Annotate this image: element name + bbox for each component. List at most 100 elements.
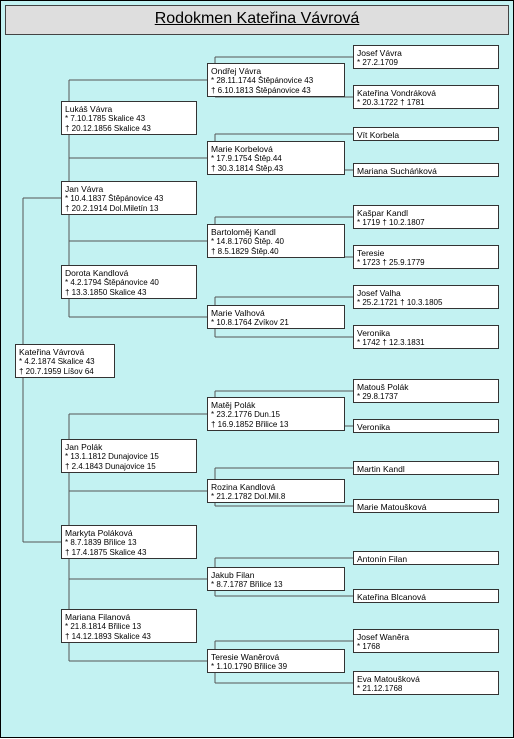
person-name: Dorota Kandlová [65,268,193,278]
person-box-g2d: Mariana Filanová* 21.8.1814 Břilice 13† … [61,609,197,643]
person-detail: † 17.4.1875 Skalice 43 [65,548,193,558]
person-name: Kašpar Kandl [357,208,495,218]
person-detail: * 4.2.1794 Štěpánovice 40 [65,278,193,288]
person-detail: † 2.4.1843 Dunajovice 15 [65,462,193,472]
person-name: Kateřina Blcanová [357,592,495,602]
person-detail: † 6.10.1813 Štěpánovice 43 [211,86,341,96]
person-detail: † 30.3.1814 Štěp.43 [211,164,341,174]
person-detail: * 23.2.1776 Dun.15 [211,410,341,420]
person-detail: * 1719 † 10.2.1807 [357,218,495,228]
person-box-g3c: Bartoloměj Kandl* 14.8.1760 Štěp. 40† 8.… [207,224,345,258]
person-name: Teresie [357,248,495,258]
person-detail: * 21.2.1782 Dol.Mil.8 [211,492,341,502]
person-name: Marie Korbelová [211,144,341,154]
family-tree-page: Rodokmen Kateřina Vávrová Kateřina Vávro… [0,0,514,738]
person-detail: † 14.12.1893 Skalice 43 [65,632,193,642]
person-box-g4f: Teresie* 1723 † 25.9.1779 [353,245,499,269]
person-name: Lukáš Vávra [65,104,193,114]
person-name: Matouš Polák [357,382,495,392]
person-detail: * 17.9.1754 Štěp.44 [211,154,341,164]
person-box-g4k: Martin Kandl [353,461,499,475]
person-detail: * 28.11.1744 Štěpánovice 43 [211,76,341,86]
person-name: Josef Valha [357,288,495,298]
person-box-g2a: Lukáš Vávra* 7.10.1785 Skalice 43† 20.12… [61,101,197,135]
person-name: Kateřina Vávrová [19,347,111,357]
person-detail: * 1723 † 25.9.1779 [357,258,495,268]
person-detail: * 8.7.1787 Břilice 13 [211,580,341,590]
person-name: Veronika [357,328,495,338]
person-box-g4i: Matouš Polák* 29.8.1737 [353,379,499,403]
person-name: Martin Kandl [357,464,495,474]
person-name: Rozina Kandlová [211,482,341,492]
person-box-g3b: Marie Korbelová* 17.9.1754 Štěp.44† 30.3… [207,141,345,175]
person-name: Markyta Poláková [65,528,193,538]
person-box-g4o: Josef Waněra* 1768 [353,629,499,653]
person-detail: * 21.12.1768 [357,684,495,694]
person-box-g3d: Marie Valhová* 10.8.1764 Zvíkov 21 [207,305,345,329]
person-box-p1b: Markyta Poláková* 8.7.1839 Břilice 13† 1… [61,525,197,559]
person-box-g4m: Antonín Filan [353,551,499,565]
person-detail: * 14.8.1760 Štěp. 40 [211,237,341,247]
person-name: Jan Polák [65,442,193,452]
person-box-g4e: Kašpar Kandl* 1719 † 10.2.1807 [353,205,499,229]
person-detail: † 8.5.1829 Štěp.40 [211,247,341,257]
person-name: Josef Waněra [357,632,495,642]
person-name: Vít Korbela [357,130,495,140]
person-name: Veronika [357,422,495,432]
person-box-g4p: Eva Matoušková* 21.12.1768 [353,671,499,695]
person-detail: † 20.2.1914 Dol.Miletín 13 [65,204,193,214]
person-detail: * 20.3.1722 † 1781 [357,98,495,108]
person-box-g4j: Veronika [353,419,499,433]
person-box-g4d: Mariana Sucháńková [353,163,499,177]
person-box-g4h: Veronika* 1742 † 12.3.1831 [353,325,499,349]
person-detail: * 13.1.1812 Dunajovice 15 [65,452,193,462]
person-detail: † 13.3.1850 Skalice 43 [65,288,193,298]
person-name: Bartoloměj Kandl [211,227,341,237]
person-box-g4g: Josef Valha* 25.2.1721 † 10.3.1805 [353,285,499,309]
person-box-g4n: Kateřina Blcanová [353,589,499,603]
person-box-c0: Kateřina Vávrová* 4.2.1874 Skalice 43† 2… [15,344,115,378]
page-title: Rodokmen Kateřina Vávrová [5,5,509,35]
person-detail: * 1768 [357,642,495,652]
person-box-p1a: Jan Vávra* 10.4.1837 Štěpánovice 43† 20.… [61,181,197,215]
person-detail: * 10.4.1837 Štěpánovice 43 [65,194,193,204]
person-name: Antonín Filan [357,554,495,564]
person-detail: * 10.8.1764 Zvíkov 21 [211,318,341,328]
person-name: Josef Vávra [357,48,495,58]
person-box-g3f: Rozina Kandlová* 21.2.1782 Dol.Mil.8 [207,479,345,503]
person-box-g4a: Josef Vávra* 27.2.1709 [353,45,499,69]
person-name: Ondřej Vávra [211,66,341,76]
person-box-g4b: Kateřina Vondráková* 20.3.1722 † 1781 [353,85,499,109]
person-detail: † 20.7.1959 Líšov 64 [19,367,111,377]
person-name: Marie Valhová [211,308,341,318]
person-name: Matěj Polák [211,400,341,410]
person-name: Jakub Filan [211,570,341,580]
person-name: Kateřina Vondráková [357,88,495,98]
person-box-g2c: Jan Polák* 13.1.1812 Dunajovice 15† 2.4.… [61,439,197,473]
person-box-g3h: Teresie Waněrová* 1.10.1790 Břilice 39 [207,649,345,673]
person-box-g4l: Marie Matoušková [353,499,499,513]
person-detail: * 25.2.1721 † 10.3.1805 [357,298,495,308]
person-name: Marie Matoušková [357,502,495,512]
person-detail: * 8.7.1839 Břilice 13 [65,538,193,548]
person-box-g3e: Matěj Polák* 23.2.1776 Dun.15† 16.9.1852… [207,397,345,431]
person-box-g2b: Dorota Kandlová* 4.2.1794 Štěpánovice 40… [61,265,197,299]
person-detail: * 1.10.1790 Břilice 39 [211,662,341,672]
person-detail: * 1742 † 12.3.1831 [357,338,495,348]
person-detail: * 4.2.1874 Skalice 43 [19,357,111,367]
person-name: Eva Matoušková [357,674,495,684]
person-name: Mariana Filanová [65,612,193,622]
person-box-g4c: Vít Korbela [353,127,499,141]
person-detail: * 7.10.1785 Skalice 43 [65,114,193,124]
person-box-g3a: Ondřej Vávra* 28.11.1744 Štěpánovice 43†… [207,63,345,97]
title-text: Rodokmen Kateřina Vávrová [155,10,360,27]
person-name: Teresie Waněrová [211,652,341,662]
person-name: Mariana Sucháńková [357,166,495,176]
person-detail: † 20.12.1856 Skalice 43 [65,124,193,134]
person-detail: † 16.9.1852 Břilice 13 [211,420,341,430]
person-detail: * 27.2.1709 [357,58,495,68]
person-name: Jan Vávra [65,184,193,194]
person-box-g3g: Jakub Filan* 8.7.1787 Břilice 13 [207,567,345,591]
person-detail: * 29.8.1737 [357,392,495,402]
person-detail: * 21.8.1814 Břilice 13 [65,622,193,632]
